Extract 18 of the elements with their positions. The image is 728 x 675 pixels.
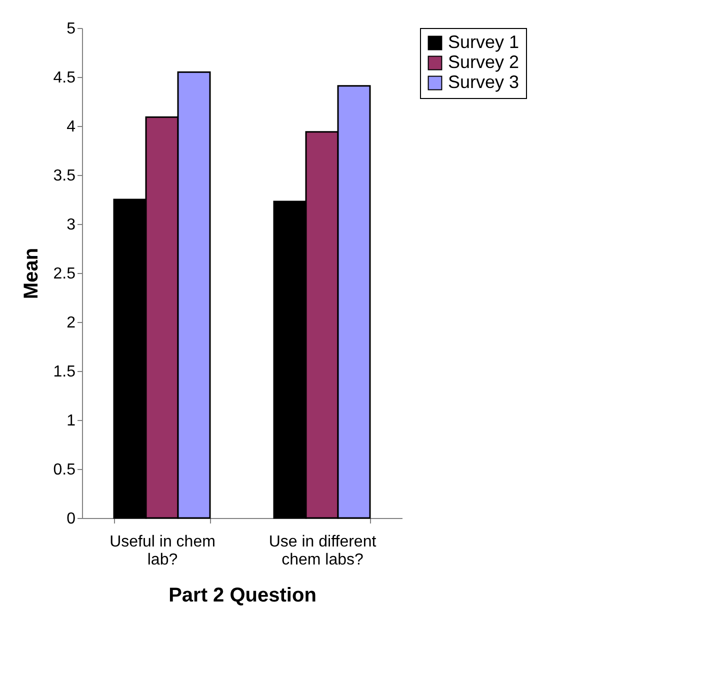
y-tick-label: 2.5: [53, 266, 76, 282]
x-axis-title: Part 2 Question: [168, 584, 316, 606]
y-tick-label: 0: [66, 510, 76, 528]
y-tick-label: 1: [66, 412, 76, 430]
y-axis-title: Mean: [20, 248, 42, 300]
x-tick-label: Use in different chem labs?: [268, 534, 377, 568]
legend-label: Survey 1: [448, 32, 520, 52]
x-tick-label: Useful in chem lab?: [110, 534, 216, 568]
legend-label: Survey 2: [448, 52, 520, 72]
legend-label: Survey 3: [448, 72, 520, 92]
y-tick-label: 2: [66, 314, 76, 332]
y-tick-label: 4: [66, 118, 76, 136]
y-tick-label: 0.5: [53, 462, 76, 478]
y-tick-label: 3.5: [53, 168, 76, 184]
y-tick-label: 4.5: [53, 70, 76, 86]
y-tick-label: 5: [66, 20, 76, 38]
y-tick-label: 1.5: [53, 364, 76, 380]
y-tick-label: 3: [66, 216, 76, 234]
